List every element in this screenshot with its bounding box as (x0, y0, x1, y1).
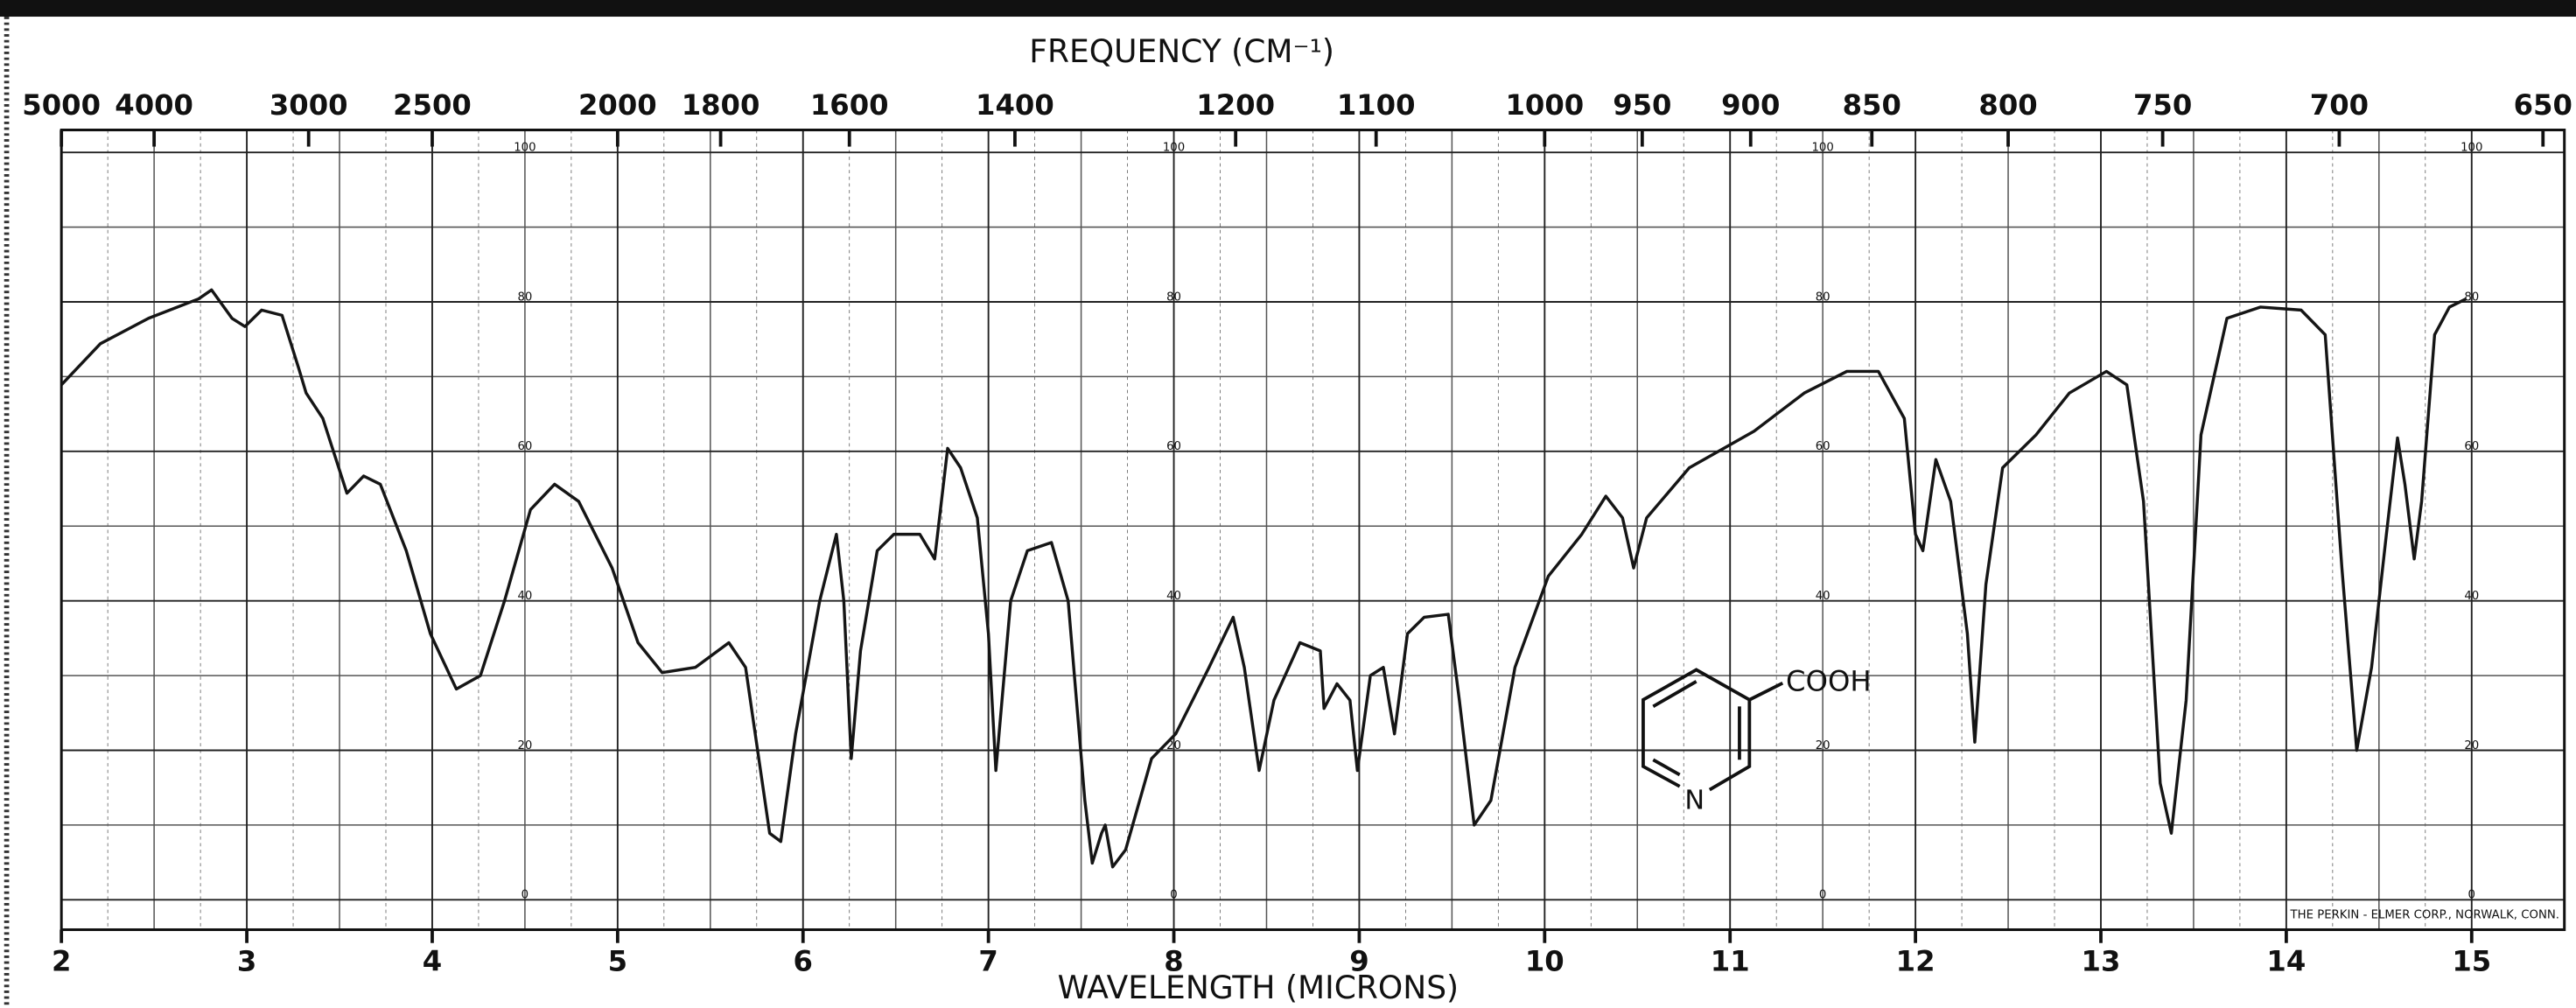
x-tick-label: 15 (2452, 945, 2491, 978)
top-bar (0, 0, 2576, 18)
x-tick-label: 6 (794, 945, 813, 978)
spectrum-line (60, 288, 2468, 869)
atom-label: N (1684, 785, 1704, 816)
x-axis-title: WAVELENGTH (MICRONS) (1058, 969, 1460, 1006)
y-tick-label: 40 (517, 590, 532, 603)
x-tick-label: 12 (1896, 945, 1936, 978)
y-tick-label: 20 (517, 739, 532, 752)
x2-tick-label: 700 (2310, 88, 2369, 122)
y-tick-label: 80 (2464, 290, 2479, 304)
y-tick-label: 20 (1166, 739, 1181, 752)
frame (60, 128, 2566, 932)
x-tick-label: 14 (2266, 945, 2306, 978)
x2-tick-label: 2500 (393, 88, 472, 122)
y-tick-label: 60 (517, 440, 532, 453)
x2-tick-label: 750 (2133, 88, 2192, 122)
x2-tick-label: 3000 (270, 88, 348, 122)
x-tick-label: 2 (52, 945, 71, 978)
x2-tick-label: 1100 (1337, 88, 1416, 122)
ring (1642, 668, 1752, 792)
x2-tick-label: 1600 (810, 88, 889, 122)
x2-tick-label: 1200 (1196, 88, 1275, 122)
y-tick-label: 40 (2464, 590, 2479, 603)
y-tick-label: 0 (1170, 889, 1177, 902)
x2-tick-label: 900 (1721, 88, 1780, 122)
double-bond (1652, 758, 1681, 777)
y-tick-label: 80 (1816, 290, 1830, 304)
x-tick-label: 7 (978, 945, 998, 978)
y-tick-label: 0 (522, 889, 528, 902)
x2-tick-label: 5000 (22, 88, 101, 122)
y-tick-label: 80 (517, 290, 532, 304)
y-tick-label: 100 (1811, 141, 1833, 154)
y-tick-label: 40 (1816, 590, 1830, 603)
x2-tick-label: 850 (1843, 88, 1901, 122)
y-tick-label: 20 (2464, 739, 2479, 752)
double-bond (1652, 680, 1698, 709)
y-tick-label: 100 (514, 141, 536, 154)
y-tick-label: 0 (1819, 889, 1826, 902)
x2-tick-label: 1000 (1505, 88, 1584, 122)
maker-note: THE PERKIN - ELMER CORP., NORWALK, CONN. (2290, 908, 2560, 921)
x-tick-label: 5 (608, 945, 627, 978)
grid (60, 130, 2565, 930)
x2-tick-label: 2000 (578, 88, 657, 122)
x2-tick-label: 1400 (976, 88, 1054, 122)
x-tick-label: 4 (423, 945, 442, 978)
x-tick-label: 9 (1349, 945, 1368, 978)
y-tick-label: 60 (2464, 440, 2479, 453)
top-axis-title: FREQUENCY (CM⁻¹) (1029, 32, 1334, 70)
group-label: COOH (1786, 665, 1872, 698)
y-tick-label: 100 (1163, 141, 1185, 154)
x2-tick-label: 950 (1613, 88, 1671, 122)
y-tick-label: 20 (1816, 739, 1830, 752)
y-tick-label: 80 (1166, 290, 1181, 304)
y-tick-label: 60 (1166, 440, 1181, 453)
structure (1642, 668, 1784, 792)
x2-tick-label: 1800 (682, 88, 760, 122)
x-tick-label: 11 (1711, 945, 1750, 978)
x-tick-label: 10 (1525, 945, 1564, 978)
x2-tick-label: 4000 (115, 88, 193, 122)
x2-tick-label: 800 (1978, 88, 2037, 122)
x-tick-label: 13 (2082, 945, 2121, 978)
y-tick-label: 0 (2468, 889, 2475, 902)
y-tick-label: 100 (2460, 141, 2482, 154)
x-tick-label: 8 (1164, 945, 1183, 978)
x-tick-label: 3 (237, 945, 256, 978)
bond (1748, 681, 1784, 702)
y-tick-label: 40 (1166, 590, 1181, 603)
y-tick-label: 60 (1816, 440, 1830, 453)
x2-tick-label: 650 (2514, 88, 2572, 122)
